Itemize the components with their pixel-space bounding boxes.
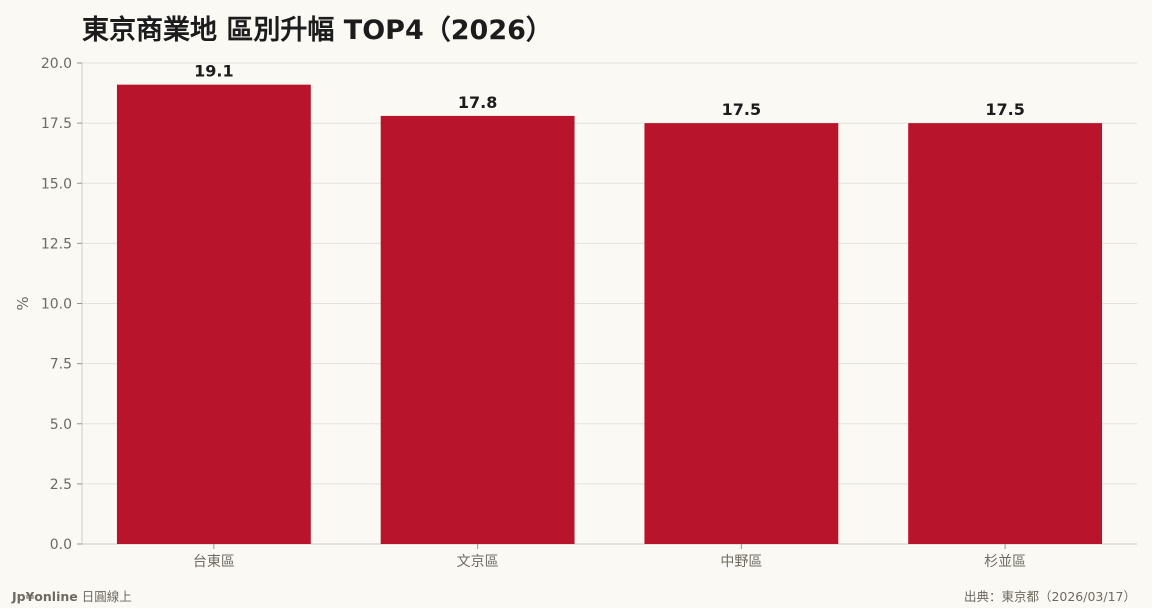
y-axis-ticks: 0.0 2.5 5.0 7.5 10.0 12.5 15.0 17.5 20.0	[41, 56, 82, 553]
y-tick-label: 7.5	[50, 357, 72, 373]
chart-title: 東京商業地 區別升幅 TOP4（2026）	[82, 15, 553, 46]
bars	[116, 84, 1103, 545]
bar-value-label: 17.5	[985, 100, 1024, 119]
bar	[380, 115, 575, 544]
x-category-label: 台東區	[193, 554, 235, 570]
y-tick-label: 0.0	[50, 537, 72, 553]
y-tick-label: 5.0	[50, 417, 72, 433]
bar-value-labels: 19.1 17.8 17.5 17.5	[194, 62, 1025, 119]
brand-subtitle: 日圓線上	[81, 589, 132, 604]
x-category-label: 杉並區	[984, 554, 1026, 570]
brand-footer: Jp¥online 日圓線上	[12, 586, 132, 605]
bar-value-label: 17.8	[458, 93, 497, 112]
x-category-label: 文京區	[457, 554, 499, 570]
y-axis-label: %	[14, 296, 32, 310]
y-tick-label: 12.5	[41, 236, 72, 252]
bar-value-label: 19.1	[194, 62, 233, 81]
y-tick-label: 20.0	[41, 56, 72, 72]
y-tick-label: 2.5	[50, 477, 72, 493]
bar-value-label: 17.5	[722, 100, 761, 119]
x-category-label: 中野區	[720, 554, 762, 570]
y-tick-label: 17.5	[41, 116, 72, 132]
bar	[644, 123, 839, 544]
bar	[116, 84, 311, 545]
bar	[908, 123, 1103, 544]
x-axis-categories: 台東區 文京區 中野區 杉並區	[193, 544, 1026, 570]
source-note: 出典：東京都（2026/03/17）	[963, 589, 1136, 604]
brand-name: Jp¥online	[12, 589, 78, 604]
y-tick-label: 15.0	[41, 176, 72, 192]
y-tick-label: 10.0	[41, 297, 72, 313]
